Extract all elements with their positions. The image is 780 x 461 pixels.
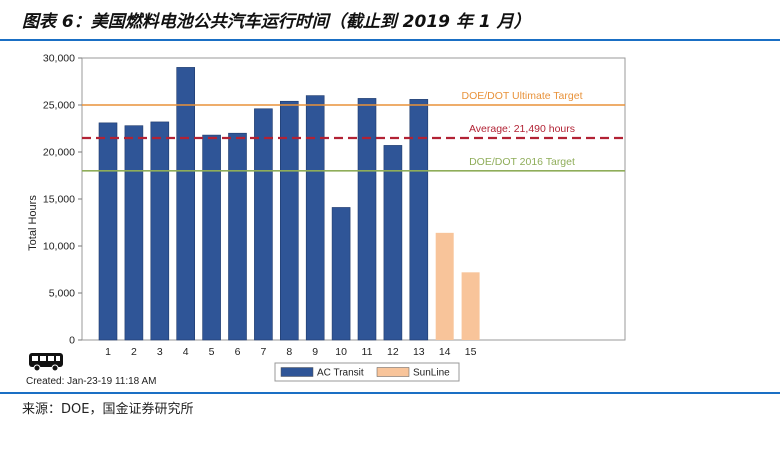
x-tick-label: 10 [335, 346, 347, 358]
x-tick-label: 14 [439, 346, 451, 358]
x-tick-label: 1 [105, 346, 111, 358]
chart-panel: 0 5,000 10,000 15,000 20,000 25,000 30,000 DOE… [22, 41, 644, 391]
x-tick-label: 3 [157, 346, 163, 358]
bar-ac-transit-5 [202, 134, 221, 341]
y-tick-label: 15,000 [43, 194, 75, 206]
bar-ac-transit-12 [383, 145, 403, 341]
bar-ac-transit-3 [150, 121, 170, 341]
bar-ac-transit-10 [331, 207, 351, 341]
bar-ac-transit-8 [279, 100, 299, 341]
bar-ac-transit-4 [176, 67, 195, 341]
reference-line-label: DOE/DOT 2016 Target [469, 156, 575, 168]
x-tick-label: 15 [465, 346, 477, 358]
y-tick-label: 5,000 [49, 288, 75, 300]
x-tick-label: 13 [413, 346, 425, 358]
bars [98, 67, 480, 341]
x-tick-label: 12 [387, 346, 399, 358]
legend: AC Transit SunLine [274, 362, 460, 382]
legend-swatch [280, 367, 314, 377]
x-tick-label: 4 [183, 346, 189, 358]
x-tick-label: 11 [362, 346, 373, 358]
created-timestamp: Created: Jan-23-19 11:18 AM [26, 376, 157, 387]
x-tick-label: 2 [131, 346, 137, 358]
y-axis-label: Total Hours [27, 195, 39, 251]
bar-ac-transit-11 [357, 98, 377, 341]
x-tick-label: 6 [235, 346, 241, 358]
source-rule [0, 392, 780, 394]
reference-line-label: Average: 21,490 hours [469, 123, 575, 135]
bar-sunline-14 [435, 232, 454, 340]
title-rule [0, 39, 780, 41]
y-axis: 0 5,000 10,000 15,000 20,000 25,000 30,000 [43, 53, 626, 347]
legend-swatch [376, 367, 410, 377]
x-tick-label: 9 [312, 346, 318, 358]
y-tick-label: 25,000 [43, 100, 75, 112]
figure-title: 图表 6：美国燃料电池公共汽车运行时间（截止到 2019 年 1 月） [22, 12, 531, 32]
legend-label: SunLine [413, 368, 450, 379]
bar-ac-transit-13 [409, 99, 429, 341]
bar-sunline-15 [461, 272, 480, 340]
bar-ac-transit-6 [228, 132, 247, 341]
x-axis: 1 2 3 4 5 6 7 8 9 10 11 12 13 14 15 [105, 346, 477, 358]
reference-lines: DOE/DOT Ultimate Target Average: 21,490 h… [82, 90, 625, 172]
y-tick-label: 30,000 [43, 53, 75, 65]
y-tick-label: 10,000 [43, 241, 75, 253]
bar-ac-transit-7 [254, 108, 273, 341]
bar-chart: 0 5,000 10,000 15,000 20,000 25,000 30,000 DOE… [27, 53, 626, 382]
x-tick-label: 8 [286, 346, 292, 358]
legend-label: AC Transit [317, 368, 364, 379]
bus-icon [29, 353, 63, 372]
x-tick-label: 5 [209, 346, 215, 358]
x-tick-label: 7 [260, 346, 266, 358]
bar-ac-transit-1 [98, 122, 118, 341]
bar-ac-transit-2 [124, 125, 144, 341]
source-note: 来源：DOE，国金证券研究所 [22, 402, 194, 417]
reference-line-label: DOE/DOT Ultimate Target [462, 90, 583, 102]
y-tick-label: 0 [69, 335, 75, 347]
bar-ac-transit-9 [305, 95, 325, 341]
legend-box [274, 362, 460, 382]
y-tick-label: 20,000 [43, 147, 75, 159]
